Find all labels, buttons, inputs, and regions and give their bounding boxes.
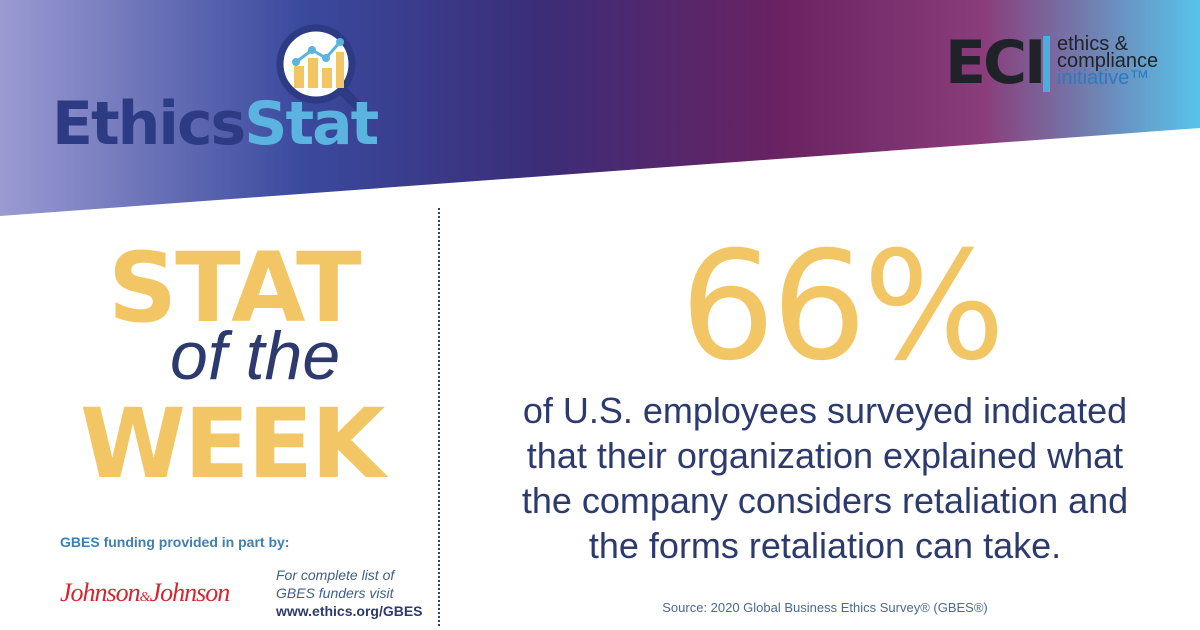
eci-name: ethics & compliance initiative™	[1057, 33, 1159, 89]
eci-line2: compliance	[1057, 50, 1159, 72]
headline-week: WEEK	[80, 388, 385, 500]
logo-wordmark: EthicsStat	[52, 94, 379, 154]
stat-description-line: the forms retaliation can take.	[588, 525, 1062, 566]
ethicsstat-logo: EthicsStat	[52, 22, 382, 172]
stat-description: of U.S. employees surveyed indicated tha…	[470, 388, 1180, 568]
stat-source: Source: 2020 Global Business Ethics Surv…	[662, 600, 988, 615]
magnifier-chart-icon	[276, 24, 371, 119]
stat-description-line: that their organization explained what	[526, 435, 1124, 476]
stat-description-line: the company considers retaliation and	[521, 480, 1129, 521]
eci-logo: ECI ethics & compliance initiative™	[945, 32, 1185, 102]
sponsor-part1: Johnson	[60, 578, 141, 607]
funders-note-line1: For complete list of	[276, 567, 395, 583]
stat-description-line: of U.S. employees surveyed indicated	[522, 390, 1128, 431]
funders-link[interactable]: www.ethics.org/GBES	[276, 603, 423, 619]
logo-part-stat: Stat	[244, 89, 379, 159]
stat-value: 66%	[680, 220, 1005, 394]
headline-of-the: of the	[170, 318, 341, 394]
headline-stat: STAT	[108, 232, 361, 344]
eci-letters: ECI	[945, 28, 1046, 98]
sponsor-part2: Johnson	[149, 578, 231, 607]
funding-label: GBES funding provided in part by:	[60, 534, 290, 550]
sponsor-amp: &	[139, 590, 151, 605]
eci-accent-bar	[1043, 36, 1050, 92]
funders-note: For complete list of GBES funders visit …	[276, 566, 423, 620]
funders-note-line2: GBES funders visit	[276, 585, 394, 601]
logo-part-ethics: Ethics	[52, 89, 246, 159]
eci-line3: initiative™	[1057, 67, 1150, 89]
dotted-divider	[438, 208, 440, 626]
eci-line1: ethics &	[1057, 33, 1129, 55]
sponsor-logo: Johnson&Johnson	[60, 578, 231, 608]
